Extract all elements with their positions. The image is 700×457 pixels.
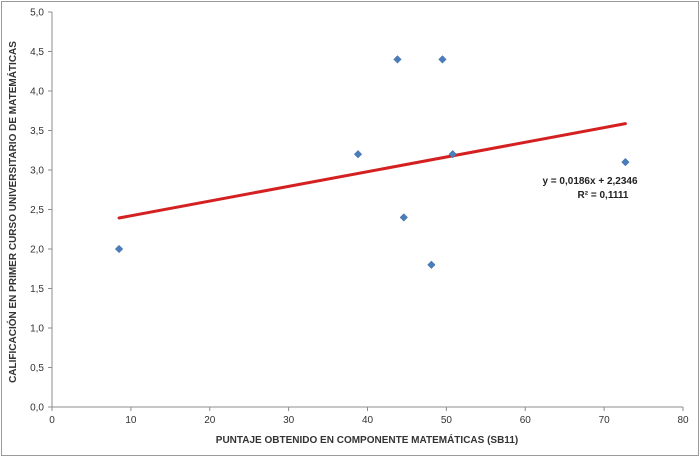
data-point bbox=[114, 244, 124, 254]
x-tick-label: 0 bbox=[49, 415, 55, 426]
data-point bbox=[353, 150, 363, 159]
y-tick-label: 5,0 bbox=[30, 8, 44, 19]
data-point bbox=[427, 260, 436, 269]
x-tick-label: 20 bbox=[204, 415, 216, 426]
y-axis-title: CALIFICACIÓN EN PRIMER CURSO UNIVERSITAR… bbox=[6, 41, 19, 383]
x-tick-label: 70 bbox=[599, 415, 611, 426]
trendline-equation: y = 0,0186x + 2,2346 bbox=[542, 176, 638, 187]
y-tick-label: 2,5 bbox=[30, 205, 44, 216]
x-axis-title: PUNTAJE OBTENIDO EN COMPONENTE MATEMÁTIC… bbox=[216, 433, 518, 446]
x-tick-label: 30 bbox=[283, 415, 295, 426]
trendline bbox=[117, 122, 627, 220]
data-point bbox=[448, 150, 457, 159]
data-point bbox=[621, 157, 630, 167]
data-point bbox=[399, 213, 408, 222]
y-tick-label: 4,5 bbox=[30, 47, 44, 58]
x-tick-label: 60 bbox=[520, 415, 532, 426]
y-tick-label: 4,0 bbox=[30, 87, 44, 98]
y-tick-label: 1,0 bbox=[30, 324, 44, 335]
x-tick-label: 80 bbox=[677, 415, 689, 426]
y-tick-label: 0,5 bbox=[30, 363, 44, 374]
y-tick-label: 1,5 bbox=[30, 284, 44, 295]
y-tick-label: 0,0 bbox=[30, 403, 44, 414]
axes bbox=[51, 12, 683, 408]
x-ticks: 0 10 20 30 40 50 60 70 80 bbox=[49, 407, 689, 426]
data-points bbox=[114, 55, 630, 269]
trendline-r-squared: R² = 0,1111 bbox=[578, 190, 629, 201]
y-ticks: 0,0 0,5 1,0 1,5 2,0 2,5 3,0 3,5 4,0 4,5 5,0 bbox=[30, 8, 52, 414]
y-tick-label: 3,0 bbox=[30, 166, 44, 177]
x-tick-label: 40 bbox=[362, 415, 374, 426]
data-point bbox=[393, 55, 402, 64]
y-tick-label: 2,0 bbox=[30, 245, 44, 256]
trendline-group bbox=[117, 122, 627, 220]
y-tick-label: 3,5 bbox=[30, 126, 44, 137]
x-tick-label: 50 bbox=[441, 415, 453, 426]
data-point bbox=[438, 55, 447, 64]
x-tick-label: 10 bbox=[125, 415, 137, 426]
